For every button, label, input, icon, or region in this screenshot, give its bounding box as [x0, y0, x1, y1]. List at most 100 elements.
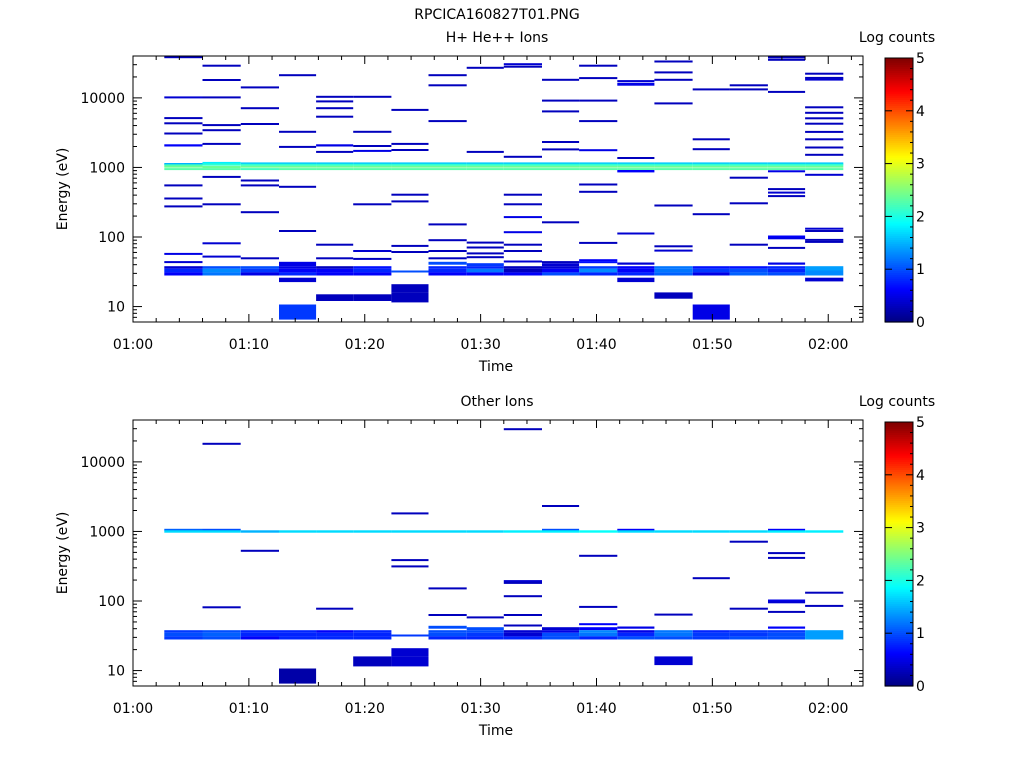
heatmap-cell: [542, 268, 580, 273]
heatmap-cell: [353, 656, 392, 667]
colorbar-tick-label: 4: [916, 104, 925, 120]
colorbar-segment: [885, 430, 913, 433]
colorbar-segment: [885, 167, 913, 170]
heatmap-cell: [164, 122, 203, 125]
heatmap-cell: [391, 193, 429, 196]
heatmap-cell: [654, 630, 693, 633]
heatmap-cell: [428, 162, 467, 165]
colorbar-segment: [885, 477, 913, 481]
colorbar-segment: [885, 231, 913, 234]
heatmap-cell: [428, 239, 467, 242]
heatmap-cell: [768, 170, 806, 173]
heatmap-cell: [729, 540, 768, 543]
heatmap-cell: [503, 614, 542, 616]
heatmap-cell: [654, 168, 693, 171]
heatmap-cell: [692, 636, 730, 640]
colorbar-tick-label: 0: [916, 679, 925, 695]
heatmap-cell: [542, 78, 580, 81]
heatmap-cell: [240, 549, 279, 552]
heatmap-cell: [805, 277, 844, 282]
heatmap-cell: [579, 241, 618, 244]
colorbar-segment: [885, 578, 913, 582]
colorbar-segment: [885, 278, 913, 282]
colorbar-segment: [885, 529, 913, 532]
heatmap-cell: [428, 266, 467, 269]
heatmap-cell: [542, 162, 580, 165]
colorbar-segment: [885, 103, 913, 107]
colorbar-segment: [885, 293, 913, 296]
heatmap-cell: [316, 162, 354, 165]
colorbar-segment: [885, 78, 913, 82]
colorbar-segment: [885, 457, 913, 460]
heatmap-cell: [428, 268, 467, 273]
heatmap-cell: [202, 530, 241, 533]
colorbar-frame: [884, 57, 914, 323]
heatmap-cell: [579, 163, 618, 166]
heatmap-cell: [428, 120, 467, 123]
heatmap-cell: [391, 165, 429, 168]
colorbar-segment: [885, 638, 913, 642]
heatmap-cell: [768, 165, 806, 168]
heatmap-cell: [391, 200, 429, 203]
heatmap-cell: [729, 168, 768, 171]
heatmap-cell: [692, 165, 730, 168]
heatmap-cell: [654, 60, 693, 63]
colorbar-segment: [885, 204, 913, 208]
heatmap-cell: [202, 163, 241, 166]
heatmap-cell: [692, 530, 730, 533]
heatmap-cell: [316, 168, 354, 171]
heatmap-cell: [654, 163, 693, 166]
x-tick-label: 02:00: [808, 701, 848, 717]
heatmap-cell: [542, 627, 580, 631]
heatmap-cell: [164, 144, 203, 147]
heatmap-cell: [279, 636, 317, 640]
heatmap-cell: [503, 163, 542, 166]
colorbar-segment: [885, 258, 913, 261]
heatmap-cell: [164, 261, 203, 264]
colorbar-segment: [885, 665, 913, 669]
colorbar-segment: [885, 113, 913, 117]
colorbar-segment: [885, 622, 913, 625]
heatmap-cell: [466, 150, 504, 153]
heatmap-cell: [617, 170, 655, 173]
colorbar-tick-label: 3: [916, 157, 925, 173]
colorbar-segment: [885, 74, 913, 78]
heatmap-cell: [503, 260, 542, 263]
heatmap-cell: [542, 266, 580, 269]
colorbar-segment: [885, 117, 913, 121]
colorbar-segment: [885, 235, 913, 239]
heatmap-cell: [542, 636, 580, 640]
colorbar-segment: [885, 142, 913, 146]
heatmap-cell: [466, 246, 504, 249]
heatmap-cell: [805, 106, 844, 109]
heatmap-cell: [240, 632, 279, 637]
heatmap-cell: [202, 268, 241, 273]
colorbar-segment: [885, 165, 913, 168]
heatmap-cell: [164, 168, 203, 171]
heatmap-cell: [768, 237, 806, 240]
heatmap-cell: [579, 259, 618, 262]
colorbar-segment: [885, 679, 913, 683]
x-tick-label: 01:40: [576, 337, 616, 353]
colorbar-segment: [885, 442, 913, 446]
heatmap-cell: [805, 76, 844, 79]
heatmap-cell: [692, 266, 730, 269]
colorbar-segment: [885, 648, 913, 652]
colorbar-segment: [885, 582, 913, 586]
heatmap-cell: [353, 630, 392, 633]
heatmap-cell: [617, 636, 655, 640]
heatmap-cell: [391, 244, 429, 247]
colorbar: 0 1 2 3 4 5: [884, 415, 925, 695]
colorbar-segment: [885, 239, 913, 243]
panel-title: H+ He++ Ions: [446, 30, 549, 46]
heatmap-cell: [428, 163, 467, 166]
colorbar-segment: [885, 303, 913, 307]
heatmap-cell: [579, 623, 618, 626]
heatmap-cell: [240, 184, 279, 187]
colorbar-segment: [885, 626, 913, 629]
colorbar-segment: [885, 564, 913, 567]
colorbar-segment: [885, 485, 913, 489]
colorbar-segment: [885, 640, 913, 644]
heatmap-cell: [503, 268, 542, 273]
colorbar-segment: [885, 446, 913, 450]
